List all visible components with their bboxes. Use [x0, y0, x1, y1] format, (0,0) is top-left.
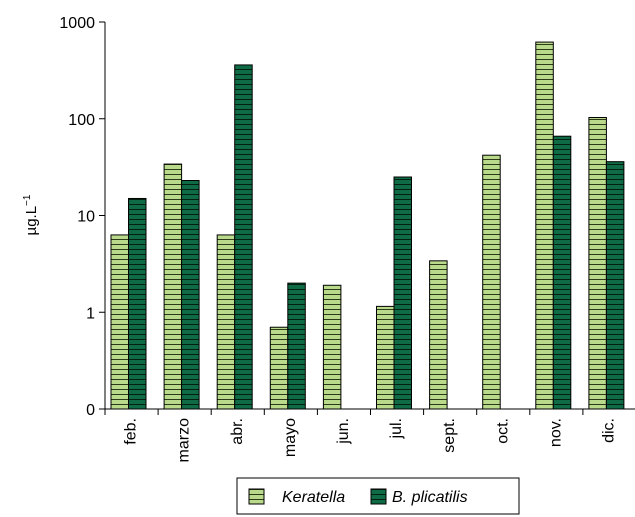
legend-label-b-plicatilis: B. plicatilis [392, 489, 468, 506]
bar-b-plicatilis [181, 180, 200, 410]
y-axis-title: µg.L−1 [22, 194, 40, 235]
bar-keratella [163, 163, 183, 410]
legend-swatch-keratella [248, 488, 265, 505]
bar-keratella [429, 260, 448, 410]
bar-b-plicatilis [234, 64, 253, 410]
bar-keratella [269, 326, 289, 410]
x-tick-label: nov. [547, 418, 564, 447]
x-tick-label: jun. [335, 418, 352, 445]
x-tick-label: jul. [388, 418, 405, 439]
y-axis-title-base: µg.L [23, 206, 40, 236]
y-axis-title-exponent: −1 [22, 194, 33, 206]
bar-keratella [482, 154, 501, 410]
bar-b-plicatilis [287, 282, 306, 410]
bars [110, 41, 625, 410]
bar-keratella [376, 305, 395, 410]
bar-b-plicatilis [393, 176, 412, 410]
y-axis-ticks: 0 1 10 100 1000 [59, 15, 105, 419]
x-axis-ticks: feb. marzo abr. mayo jun. jul. sept. oct. nov. di… [104, 409, 617, 463]
bar-keratella [216, 234, 236, 410]
x-tick-label: mayo [282, 418, 299, 457]
bar-keratella [110, 234, 129, 410]
y-tick-label: 1000 [59, 15, 95, 32]
y-tick-label: 0 [86, 402, 95, 419]
legend-label-keratella: Keratella [282, 489, 345, 506]
legend: Keratella B. plicatilis [236, 477, 520, 515]
y-tick-label: 100 [68, 112, 95, 129]
bar-b-plicatilis [128, 197, 147, 410]
y-tick-label: 1 [86, 305, 95, 322]
bar-b-plicatilis [552, 135, 572, 410]
bar-b-plicatilis [605, 161, 625, 410]
bar-keratella [322, 284, 342, 410]
x-tick-label: oct. [494, 418, 511, 444]
x-tick-label: marzo [176, 418, 193, 463]
x-tick-label: feb. [123, 418, 140, 445]
x-tick-label: sept. [441, 418, 458, 453]
svg-text:µg.L−1: µg.L−1 [22, 194, 40, 235]
bar-keratella [588, 117, 607, 410]
x-tick-label: dic. [600, 418, 617, 443]
bar-keratella [535, 41, 554, 410]
x-tick-label: abr. [229, 418, 246, 445]
y-tick-label: 10 [77, 209, 95, 226]
legend-swatch-b-plicatilis [370, 488, 387, 505]
